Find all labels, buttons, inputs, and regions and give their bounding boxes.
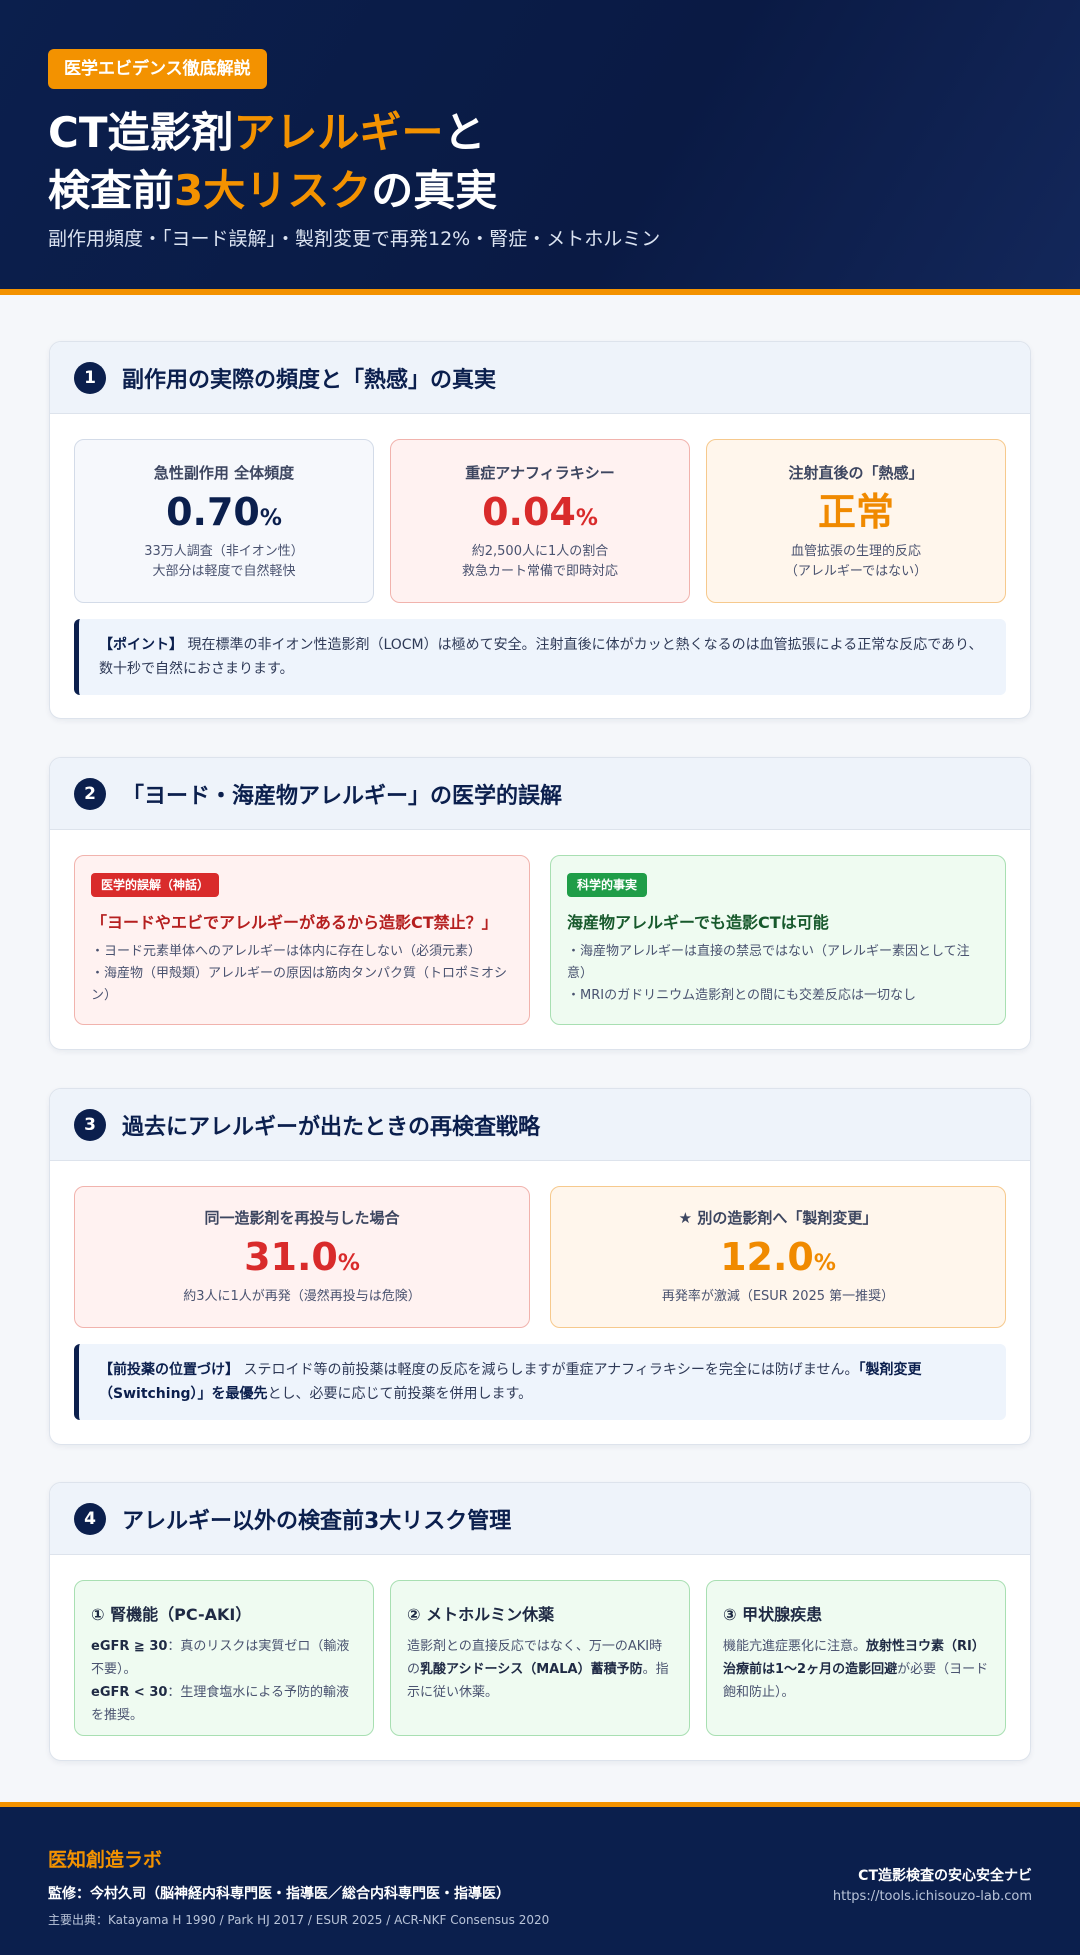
stat-value: 31.0% — [244, 1235, 360, 1279]
section-header: 4 アレルギー以外の検査前3大リスク管理 — [50, 1483, 1030, 1555]
stat-desc: 33万人調査（非イオン性） — [144, 544, 304, 559]
section-number: 3 — [74, 1108, 106, 1141]
stat-label: ★ 別の造影剤へ「製剤変更」 — [678, 1209, 878, 1227]
risk-text: 造影剤との直接反応ではなく、万一のAKI時の乳酸アシドーシス（MALA）蓄積予防… — [407, 1639, 669, 1700]
section-retest-strategy: 3 過去にアレルギーが出たときの再検査戦略 同一造影剤を再投与した場合 31.0… — [49, 1088, 1031, 1445]
point-note: 【ポイント】 現在標準の非イオン性造影剤（LOCM）は極めて安全。注射直後に体が… — [74, 619, 1006, 695]
section-iodine-myth: 2 「ヨード・海産物アレルギー」の医学的誤解 医学的誤解（神話） 「ヨードやエビ… — [49, 757, 1031, 1050]
myth-title: 「ヨードやエビでアレルギーがあるから造影CT禁止？」 — [91, 913, 498, 932]
myth-tag: 医学的誤解（神話） — [91, 873, 220, 897]
stat-card-overall: 急性副作用 全体頻度 0.70% 33万人調査（非イオン性） 大部分は軽度で自然… — [74, 439, 374, 603]
note-label: 【ポイント】 — [99, 637, 183, 653]
myth-line: ・海産物（甲殻類）アレルギーの原因は筋肉タンパク質（トロポミオシン） — [91, 966, 508, 1003]
myth-card: 医学的誤解（神話） 「ヨードやエビでアレルギーがあるから造影CT禁止？」 ・ヨー… — [74, 855, 530, 1025]
stat-label: 注射直後の「熱感」 — [788, 464, 924, 482]
title-part: CT造影剤 — [48, 108, 234, 157]
risk-text: eGFR ≧ 30：真のリスクは実質ゼロ（輸液不要）。 eGFR < 30：生理… — [91, 1639, 350, 1723]
header-badge: 医学エビデンス徹底解説 — [48, 49, 267, 89]
page-footer: 医知創造ラボ 監修：今村久司（脳神経内科専門医・指導医／総合内科専門医・指導医）… — [0, 1802, 1080, 1955]
title-highlight: 3大リスク — [174, 166, 372, 215]
risk-card-kidney: ① 腎機能（PC-AKI） eGFR ≧ 30：真のリスクは実質ゼロ（輸液不要）… — [74, 1580, 374, 1736]
site-url-link[interactable]: https://tools.ichisouzo-lab.com — [832, 1889, 1032, 1904]
stat-desc: 再発率が激減（ESUR 2025 第一推奨） — [661, 1289, 895, 1304]
section-title: 過去にアレルギーが出たときの再検査戦略 — [122, 1114, 541, 1140]
section-number: 2 — [74, 777, 106, 810]
risk-title: ② メトホルミン休薬 — [407, 1605, 555, 1624]
risk-card-thyroid: ③ 甲状腺疾患 機能亢進症悪化に注意。放射性ヨウ素（RI）治療前は1〜2ヶ月の造… — [706, 1580, 1006, 1736]
section-number: 1 — [74, 361, 106, 394]
stat-card-anaphylaxis: 重症アナフィラキシー 0.04% 約2,500人に1人の割合 救急カート常備で即… — [390, 439, 690, 603]
title-part: と — [443, 108, 486, 157]
stat-value: 正常 — [817, 490, 894, 534]
fact-line: ・海産物アレルギーは直接の禁忌ではない（アレルギー素因として注意） — [567, 944, 970, 981]
section-other-risks: 4 アレルギー以外の検査前3大リスク管理 ① 腎機能（PC-AKI） eGFR … — [49, 1482, 1031, 1761]
note-emphasis: 「製剤変更（Switching）」を最優先 — [99, 1362, 922, 1402]
risk-title: ③ 甲状腺疾患 — [723, 1605, 823, 1624]
stat-desc: 救急カート常備で即時対応 — [461, 564, 618, 579]
section-header: 3 過去にアレルギーが出たときの再検査戦略 — [50, 1089, 1030, 1161]
stat-desc: （アレルギーではない） — [784, 564, 928, 579]
title-part: 検査前 — [48, 166, 175, 215]
section-number: 4 — [74, 1502, 106, 1535]
stat-label: 急性副作用 全体頻度 — [153, 464, 295, 482]
note-text: とし、必要に応じて前投薬を併用します。 — [267, 1386, 533, 1402]
brand-name: 医知創造ラボ — [48, 1849, 163, 1871]
stat-value: 12.0% — [720, 1235, 836, 1279]
page-header: 医学エビデンス徹底解説 CT造影剤アレルギーと 検査前3大リスクの真実 副作用頻… — [0, 0, 1080, 295]
page-subtitle: 副作用頻度・「ヨード誤解」・製剤変更で再発12%・腎症・メトホルミン — [48, 228, 661, 250]
stat-card-switching: ★ 別の造影剤へ「製剤変更」 12.0% 再発率が激減（ESUR 2025 第一… — [550, 1186, 1006, 1328]
section-title: 副作用の実際の頻度と「熱感」の真実 — [122, 367, 497, 393]
risk-title: ① 腎機能（PC-AKI） — [91, 1605, 252, 1624]
note-text: 現在標準の非イオン性造影剤（LOCM）は極めて安全。注射直後に体がカッと熱くなる… — [99, 637, 983, 677]
stat-card-heat: 注射直後の「熱感」 正常 血管拡張の生理的反応 （アレルギーではない） — [706, 439, 1006, 603]
page-title: CT造影剤アレルギーと 検査前3大リスクの真実 — [48, 104, 497, 220]
sources-list: 主要出典：Katayama H 1990 / Park HJ 2017 / ES… — [48, 1913, 550, 1927]
fact-card: 科学的事実 海産物アレルギーでも造影CTは可能 ・海産物アレルギーは直接の禁忌で… — [550, 855, 1006, 1025]
fact-text: ・海産物アレルギーは直接の禁忌ではない（アレルギー素因として注意） ・MRIのガ… — [567, 941, 989, 1007]
note-label: 【前投薬の位置づけ】 — [99, 1362, 239, 1378]
myth-text: ・ヨード元素単体へのアレルギーは体内に存在しない（必須元素） ・海産物（甲殻類）… — [91, 941, 513, 1007]
stat-desc: 血管拡張の生理的反応 — [790, 544, 921, 559]
stat-card-same-agent: 同一造影剤を再投与した場合 31.0% 約3人に1人が再発（漫然再投与は危険） — [74, 1186, 530, 1328]
stat-desc: 約2,500人に1人の割合 — [471, 544, 609, 559]
section-title: 「ヨード・海産物アレルギー」の医学的誤解 — [122, 783, 563, 809]
title-highlight: アレルギー — [233, 108, 444, 157]
stat-desc: 大部分は軽度で自然軽快 — [152, 564, 296, 579]
risk-text: 機能亢進症悪化に注意。放射性ヨウ素（RI）治療前は1〜2ヶ月の造影回避が必要（ヨ… — [723, 1639, 989, 1700]
site-name: CT造影検査の安心安全ナビ — [858, 1868, 1032, 1884]
premedication-note: 【前投薬の位置づけ】 ステロイド等の前投薬は軽度の反応を減らしますが重症アナフィ… — [74, 1344, 1006, 1420]
myth-line: ・ヨード元素単体へのアレルギーは体内に存在しない（必須元素） — [91, 944, 482, 959]
title-part: の真実 — [371, 166, 498, 215]
fact-tag: 科学的事実 — [567, 873, 648, 897]
stat-desc: 約3人に1人が再発（漫然再投与は危険） — [183, 1289, 421, 1304]
fact-title: 海産物アレルギーでも造影CTは可能 — [567, 913, 829, 932]
stat-value: 0.04% — [482, 490, 598, 534]
section-frequency: 1 副作用の実際の頻度と「熱感」の真実 急性副作用 全体頻度 0.70% 33万… — [49, 341, 1031, 719]
section-header: 1 副作用の実際の頻度と「熱感」の真実 — [50, 342, 1030, 414]
supervisor-credit: 監修：今村久司（脳神経内科専門医・指導医／総合内科専門医・指導医） — [48, 1886, 510, 1902]
risk-card-metformin: ② メトホルミン休薬 造影剤との直接反応ではなく、万一のAKI時の乳酸アシドーシ… — [390, 1580, 690, 1736]
fact-line: ・MRIのガドリニウム造影剤との間にも交差反応は一切なし — [567, 988, 916, 1003]
section-title: アレルギー以外の検査前3大リスク管理 — [122, 1508, 512, 1534]
stat-label: 重症アナフィラキシー — [465, 464, 615, 482]
section-header: 2 「ヨード・海産物アレルギー」の医学的誤解 — [50, 758, 1030, 830]
stat-label: 同一造影剤を再投与した場合 — [204, 1209, 400, 1227]
stat-value: 0.70% — [166, 490, 282, 534]
note-text: ステロイド等の前投薬は軽度の反応を減らしますが重症アナフィラキシーを完全には防げ… — [239, 1362, 859, 1378]
